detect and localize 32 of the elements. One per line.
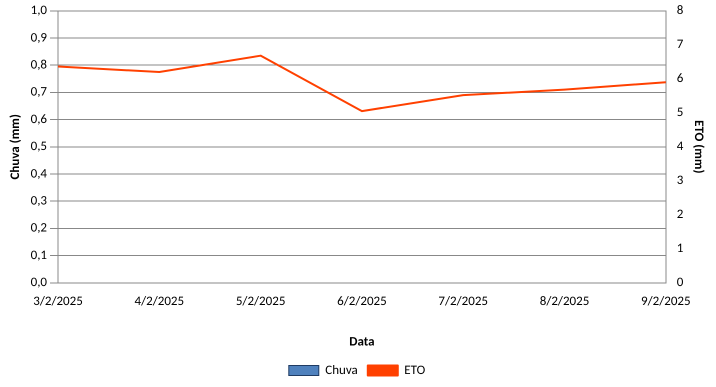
x-tick-label: 7/2/2025	[438, 294, 488, 309]
y2-tick-label: 7	[676, 37, 684, 52]
y2-tick-label: 6	[676, 71, 684, 86]
y-tick-label: 0,9	[30, 30, 48, 46]
x-tick-label: 3/2/2025	[33, 294, 83, 309]
x-tick-label: 6/2/2025	[337, 294, 387, 309]
x-tick-label: 4/2/2025	[134, 294, 184, 309]
y2-tick-label: 5	[676, 105, 684, 120]
x-tick-label: 9/2/2025	[641, 294, 691, 309]
y2-tick-label: 0	[676, 275, 684, 290]
legend-label: Chuva	[325, 362, 358, 378]
y2-tick-label: 8	[676, 3, 684, 18]
y2-tick-label: 2	[676, 207, 684, 222]
y2-tick-label: 1	[676, 241, 684, 256]
y-tick-label: 0,1	[30, 248, 48, 263]
y-tick-label: 0,0	[30, 275, 48, 290]
y2-tick-label: 4	[676, 139, 684, 154]
y2-axis-title: ETO (mm)	[690, 120, 706, 174]
x-tick-label: 5/2/2025	[236, 294, 286, 309]
y-tick-label: 0,7	[30, 84, 48, 100]
y-tick-label: 0,2	[30, 220, 48, 236]
y-tick-label: 1,0	[30, 3, 48, 18]
y-tick-label: 0,6	[30, 112, 48, 127]
legend-label: ETO	[404, 362, 426, 378]
y-tick-label: 0,3	[30, 193, 48, 208]
x-axis-title: Data	[349, 334, 375, 350]
y-axis-title: Chuva (mm)	[8, 114, 24, 180]
y-tick-label: 0,4	[30, 166, 48, 182]
x-tick-label: 8/2/2025	[540, 294, 590, 309]
y2-tick-label: 3	[676, 173, 684, 188]
y-tick-label: 0,5	[30, 139, 48, 154]
y-tick-label: 0,8	[30, 57, 48, 72]
